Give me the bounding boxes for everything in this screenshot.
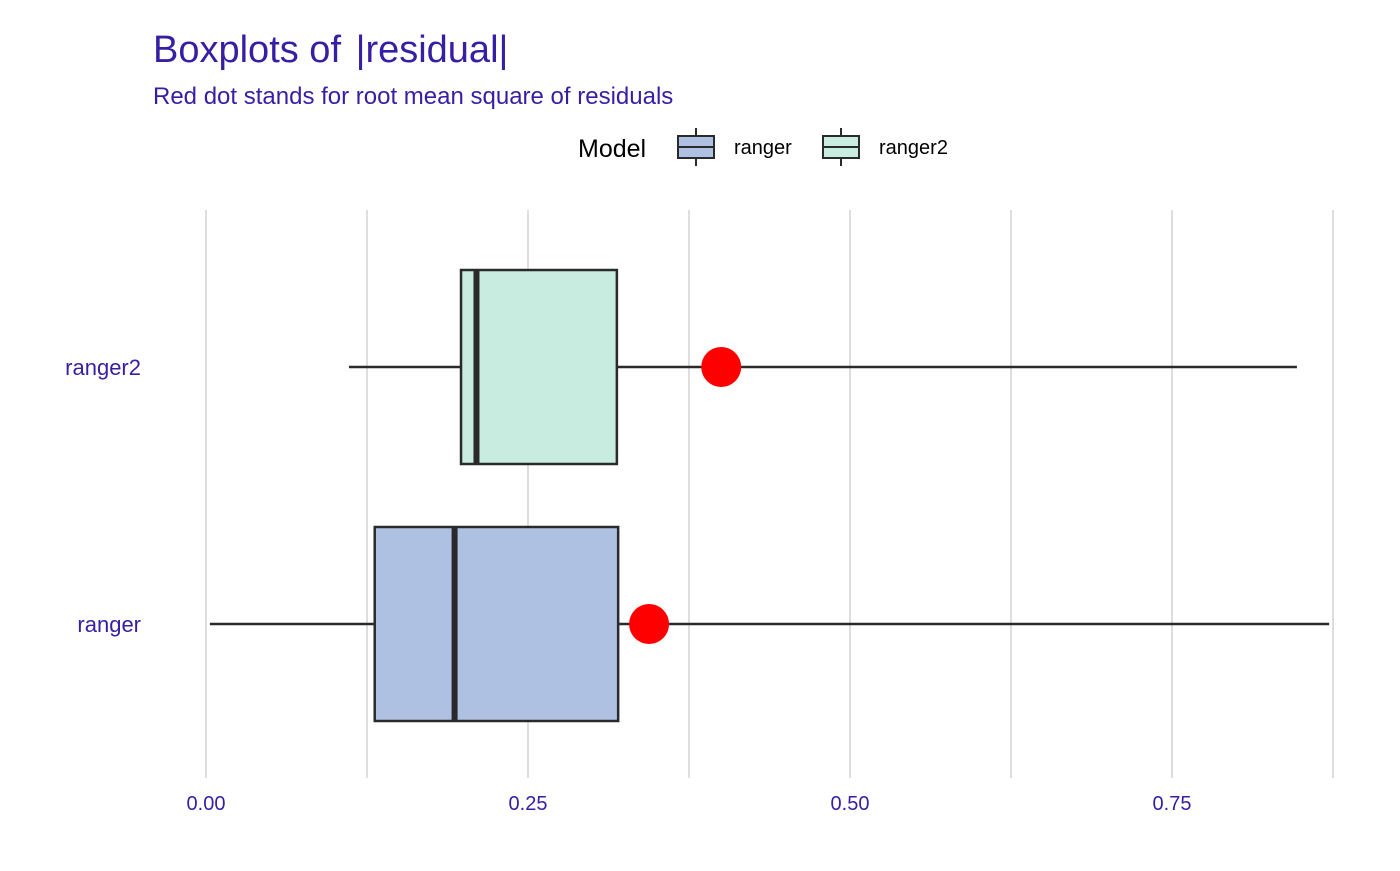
y-tick-label: ranger [77, 612, 141, 637]
chart-title: Boxplots of |residual| [153, 29, 508, 71]
boxplot-ranger [209, 525, 1330, 723]
title-prefix: Boxplots of [153, 29, 352, 71]
boxplots [209, 268, 1330, 723]
rmse-dot [629, 604, 670, 644]
x-tick-label: 0.75 [1153, 793, 1192, 815]
legend-item: ranger2 [822, 128, 948, 166]
y-axis: ranger2 ranger [65, 355, 141, 637]
legend: Model ranger ranger2 [578, 128, 948, 166]
x-axis: 0.00 0.25 0.50 0.75 [187, 793, 1192, 815]
legend-label: ranger2 [879, 137, 948, 159]
box [459, 268, 619, 466]
boxplot-ranger2 [348, 268, 1297, 466]
legend-item: ranger [677, 128, 792, 166]
abs-bar-right: | [499, 29, 509, 71]
chart-subtitle: Red dot stands for root mean square of r… [153, 83, 673, 110]
box [373, 525, 620, 723]
legend-label: ranger [734, 137, 792, 159]
x-tick-label: 0.50 [831, 793, 870, 815]
x-tick-label: 0.00 [187, 793, 226, 815]
legend-title: Model [578, 135, 646, 163]
title-variable: residual [365, 29, 498, 71]
y-tick-label: ranger2 [65, 355, 141, 380]
abs-bar-left: | [356, 29, 366, 71]
x-tick-label: 0.25 [509, 793, 548, 815]
rmse-dot [701, 347, 742, 387]
